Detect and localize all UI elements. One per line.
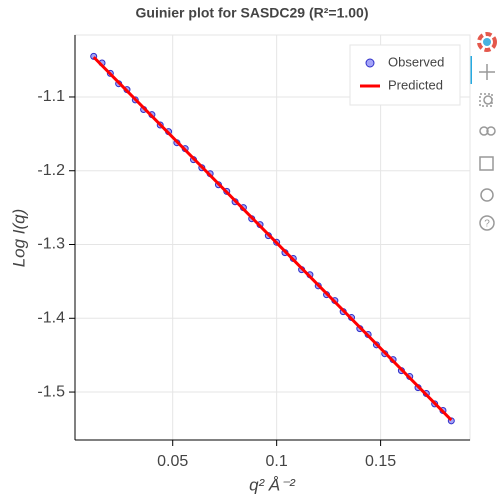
x-tick-label: 0.05 [157,453,188,470]
x-tick-label: 0.15 [365,453,396,470]
save-tool[interactable] [479,156,494,171]
y-tick-label: -1.3 [37,236,65,253]
pan-tool[interactable] [479,64,495,80]
chart-title: Guinier plot for SASDC29 (R²=1.00) [136,5,369,21]
plot-area: 0.05 0.1 0.15 -1.1 -1.2 -1.3 -1.4 -1.5 Observed P… [37,34,471,470]
box-zoom-tool[interactable] [479,93,493,107]
y-axis-label: Log I(q) [9,209,28,268]
y-tick-label: -1.5 [37,383,65,400]
legend-box [349,44,461,106]
legend-swatch [365,58,375,68]
help-tool[interactable]: ? [479,215,495,231]
svg-text:?: ? [484,219,490,230]
legend-label: Observed [388,54,444,69]
x-tick-label: 0.1 [266,453,288,470]
legend-label: Predicted [388,77,443,92]
toolbar: ? [470,32,497,231]
predicted-line [92,56,453,422]
reset-tool[interactable] [480,188,494,202]
bokeh-logo [477,32,497,52]
wheel-zoom-tool[interactable] [479,126,496,136]
y-tick-label: -1.2 [37,162,65,179]
y-tick-label: -1.1 [37,88,65,105]
legend: Observed Predicted [349,44,461,106]
y-tick-label: -1.4 [37,309,65,326]
x-axis-label: q² Å⁻² [249,475,296,494]
